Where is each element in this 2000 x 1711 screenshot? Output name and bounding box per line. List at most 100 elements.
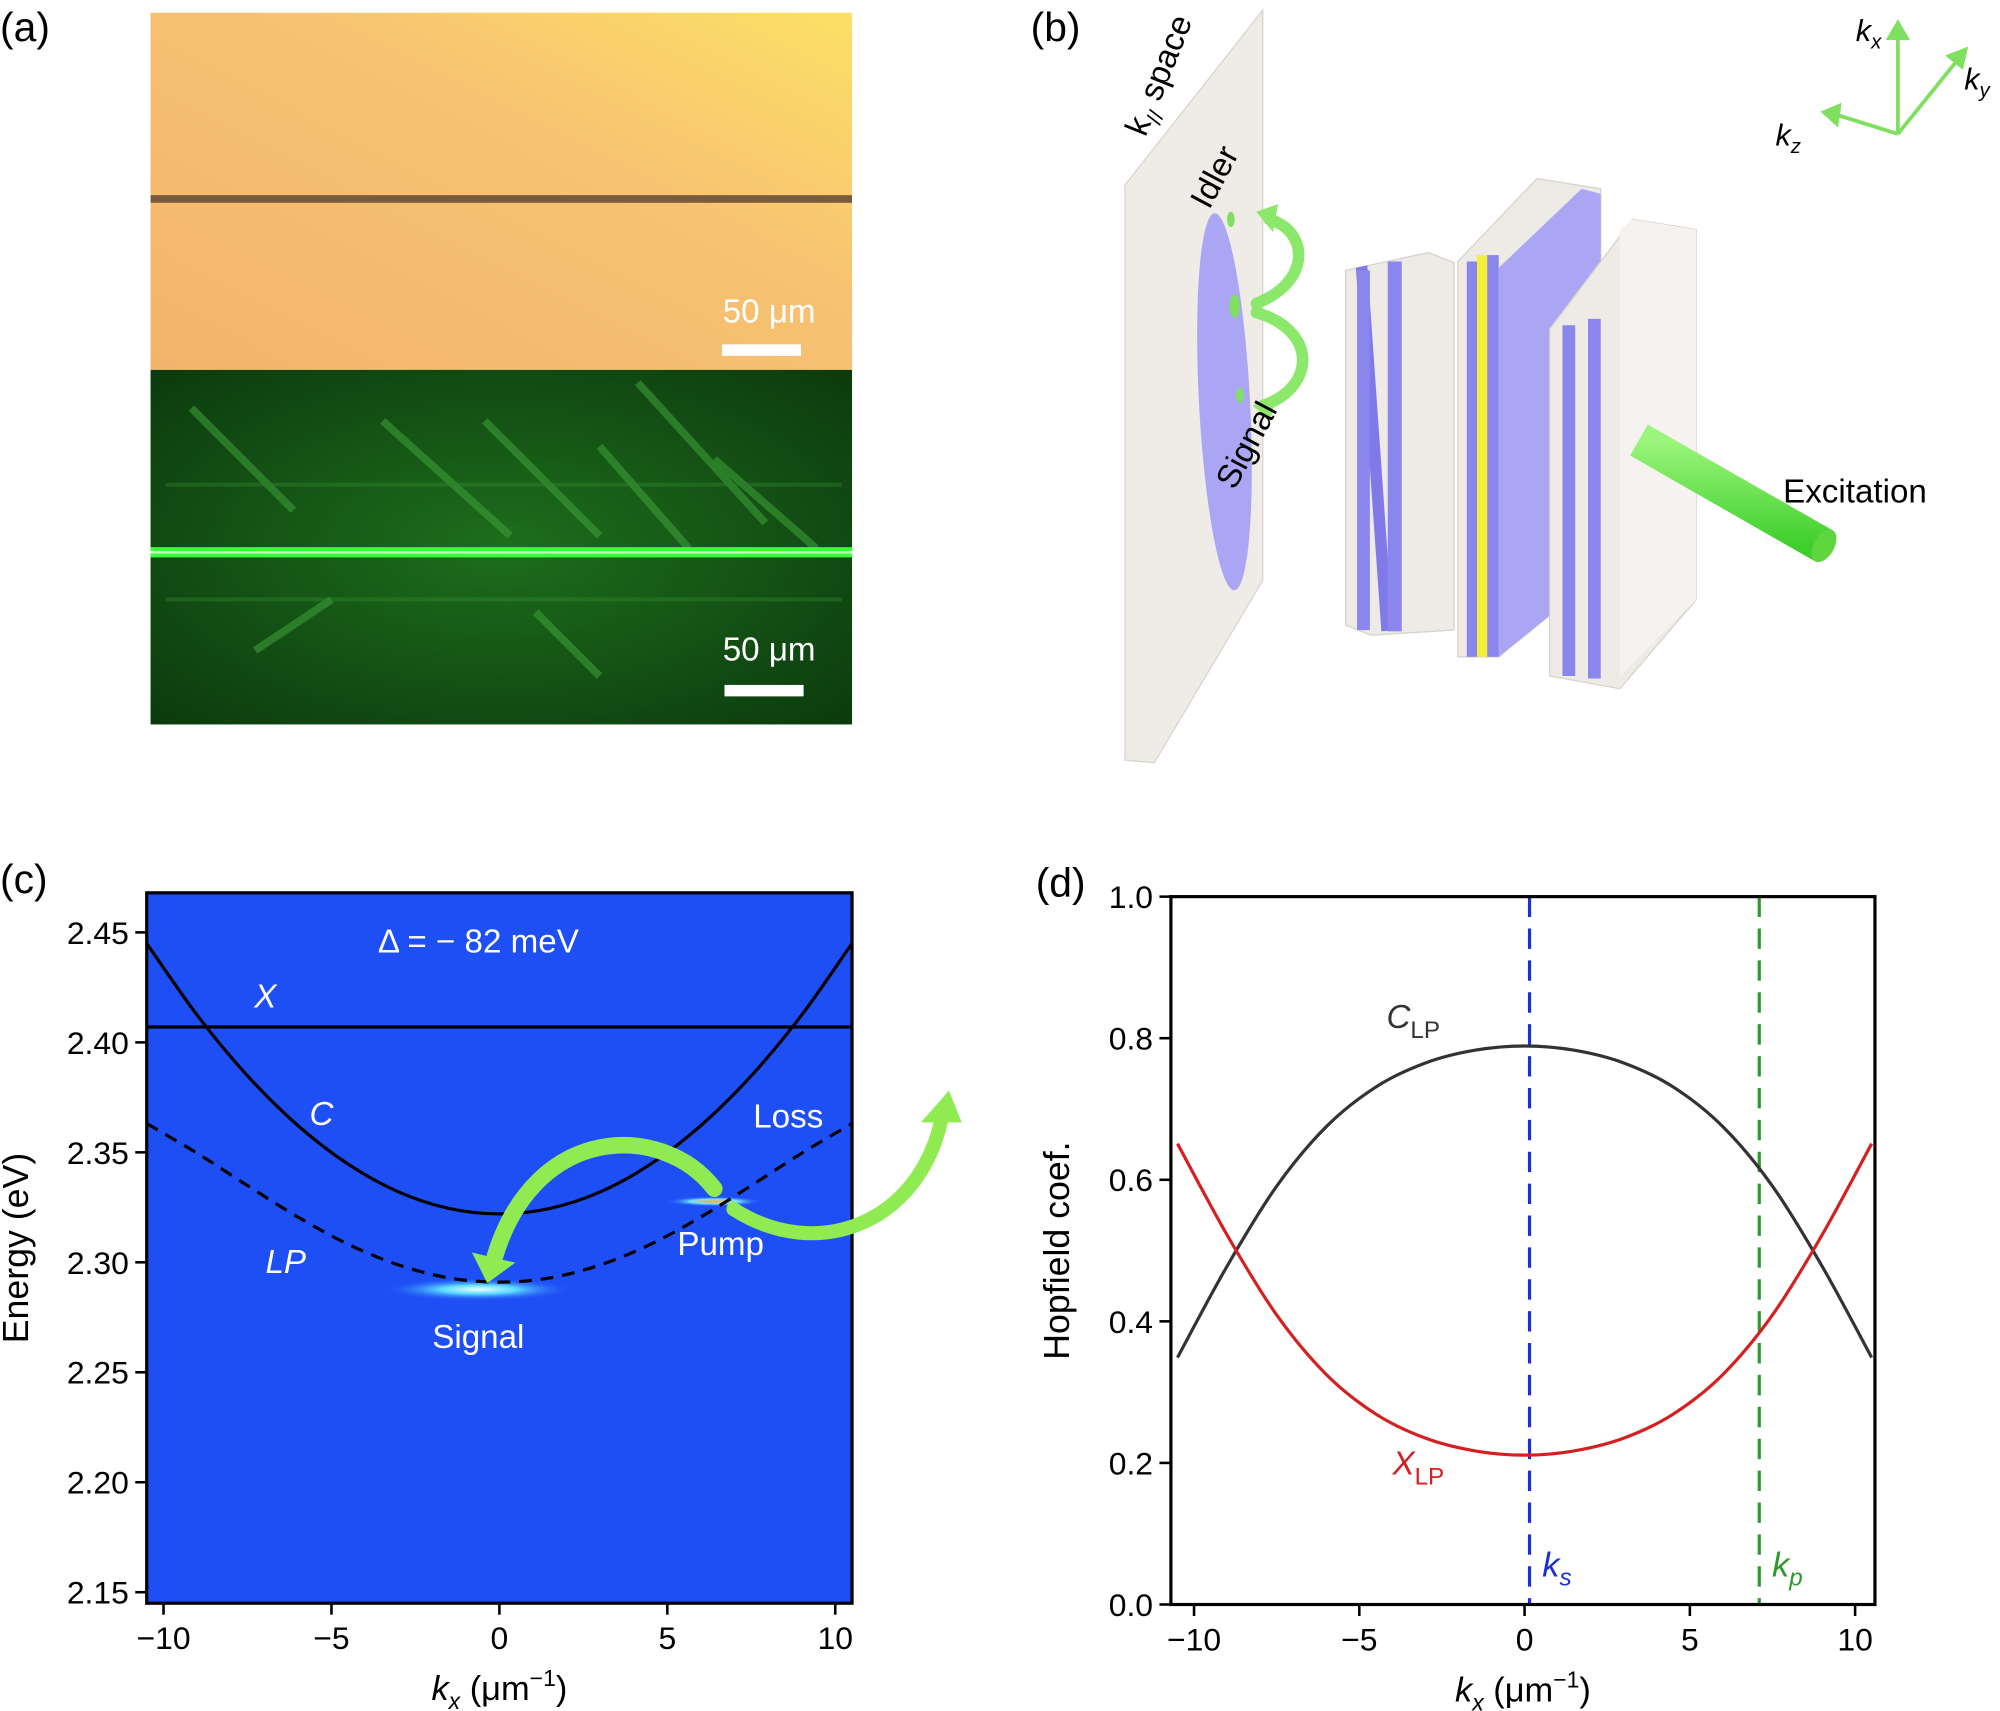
series-line xyxy=(146,942,853,1216)
axis-label: kx xyxy=(1856,14,1882,54)
arrowhead xyxy=(920,1090,962,1123)
optical-image xyxy=(150,12,853,370)
y-tick-label: 2.25 xyxy=(67,1355,129,1391)
reference-symbol: k xyxy=(1772,1546,1791,1584)
panel-label: (a) xyxy=(0,4,50,50)
arrowhead xyxy=(471,1252,516,1284)
scale-label: 50 μm xyxy=(723,632,816,669)
series-label: LP xyxy=(265,1244,306,1281)
y-tick-label: 2.45 xyxy=(67,915,129,951)
pump-emission xyxy=(665,1196,763,1207)
panel-label: (c) xyxy=(0,856,48,902)
x-tick-label: 0 xyxy=(1516,1621,1534,1657)
marker-label: Signal xyxy=(432,1319,524,1356)
excitation-label: Excitation xyxy=(1783,474,1927,511)
scatter-arrow xyxy=(486,1136,723,1265)
plot-frame xyxy=(1169,895,1877,1607)
series-line xyxy=(146,1122,853,1284)
chart-panel: (c) X C LP −10 −5 0 5 10 2.15 2.20 2.25 2.30 2.35 2.40… xyxy=(0,856,962,1711)
axis-symbol: k xyxy=(1856,14,1873,48)
x-tick-label: 5 xyxy=(658,1620,676,1656)
y-tick-label: 2.20 xyxy=(67,1465,129,1501)
y-tick-label: 0.2 xyxy=(1109,1445,1153,1481)
series-subscript: LP xyxy=(1410,1017,1440,1044)
y-axis-label: Hopfield coef. xyxy=(1037,1141,1077,1359)
axis-symbol: k xyxy=(1775,118,1792,152)
series-subscript: LP xyxy=(1415,1464,1445,1491)
plot-area xyxy=(146,942,853,1301)
x-tick-label: −10 xyxy=(1167,1621,1221,1657)
x-power: −1 xyxy=(530,1665,556,1691)
y-tick-label: 2.35 xyxy=(67,1135,129,1171)
x-subscript: x xyxy=(1471,1689,1485,1711)
y-tick-label: 0.4 xyxy=(1109,1304,1153,1340)
scale-label: 50 μm xyxy=(723,294,816,331)
y-tick-label: 2.30 xyxy=(67,1245,129,1281)
signal-spot xyxy=(1235,387,1244,404)
series-name: X xyxy=(1391,1445,1416,1482)
series-name: C xyxy=(1386,999,1411,1036)
x-close: ) xyxy=(556,1670,567,1708)
fluorescence-image xyxy=(150,369,853,725)
plane-rest: space xyxy=(1129,10,1200,114)
y-tick-label: 2.40 xyxy=(67,1025,129,1061)
idler-spot xyxy=(1227,211,1235,228)
excitation-beam xyxy=(1630,424,1833,562)
scale-bar xyxy=(724,684,804,697)
x-axis-label: kx (μm−1) xyxy=(1455,1666,1591,1711)
axis-subscript: z xyxy=(1790,136,1801,158)
axis-label: ky xyxy=(1964,62,1991,102)
signal-emission xyxy=(382,1277,575,1301)
reference-label: kp xyxy=(1772,1546,1803,1591)
x-axis-label: kx (μm−1) xyxy=(431,1665,567,1711)
annotation: Δ = − 82 meV xyxy=(378,924,579,961)
x-tick-label: −5 xyxy=(1341,1621,1377,1657)
y-tick-label: 1.0 xyxy=(1109,879,1153,915)
y-axis-label: Energy (eV) xyxy=(0,1153,36,1344)
dbr-slab xyxy=(1345,251,1455,636)
marker-label: Pump xyxy=(677,1226,764,1263)
y-tick-label: 0.6 xyxy=(1109,1162,1153,1198)
arrowhead xyxy=(1252,395,1276,421)
x-tick-label: −10 xyxy=(136,1620,190,1656)
series-label: X xyxy=(253,979,278,1016)
series-label: XLP xyxy=(1391,1445,1444,1490)
series-name: LP xyxy=(265,1244,306,1281)
reference-subscript: p xyxy=(1788,1564,1802,1591)
x-unit: (μm xyxy=(460,1670,530,1708)
axis-symbol: k xyxy=(1964,62,1981,96)
x-tick-label: −5 xyxy=(313,1620,349,1656)
scale-bar xyxy=(721,344,802,356)
x-subscript: x xyxy=(448,1688,462,1711)
x-power: −1 xyxy=(1553,1666,1579,1692)
y-tick-label: 2.15 xyxy=(67,1575,129,1611)
axis-label: kz xyxy=(1775,118,1801,158)
scatter-arrows xyxy=(1250,213,1309,412)
x-unit: (μm xyxy=(1484,1671,1554,1709)
series-label: C xyxy=(309,1096,334,1133)
x-symbol: k xyxy=(1455,1671,1474,1709)
beam-end xyxy=(1811,529,1837,563)
panel-label: (b) xyxy=(1031,4,1081,50)
x-tick-label: 10 xyxy=(1837,1621,1872,1657)
reference-subscript: s xyxy=(1560,1564,1572,1591)
plot-area xyxy=(1176,896,1874,1605)
scatter-arrow xyxy=(726,1112,949,1241)
reference-label: ks xyxy=(1542,1546,1571,1591)
axis-subscript: x xyxy=(1870,31,1882,53)
series-label: CLP xyxy=(1386,999,1440,1044)
series-name: X xyxy=(253,979,278,1016)
x-tick-label: 5 xyxy=(1681,1621,1699,1657)
x-close: ) xyxy=(1579,1671,1590,1709)
x-tick-label: 10 xyxy=(818,1620,853,1656)
axis-subscript: y xyxy=(1978,80,1992,102)
wire xyxy=(150,195,853,203)
series-line xyxy=(1176,1142,1874,1457)
panel-label: (d) xyxy=(1036,860,1086,906)
reference-symbol: k xyxy=(1542,1546,1561,1584)
x-tick-label: 0 xyxy=(491,1620,509,1656)
arrowhead xyxy=(1256,204,1279,233)
pump-spot xyxy=(1229,294,1240,318)
